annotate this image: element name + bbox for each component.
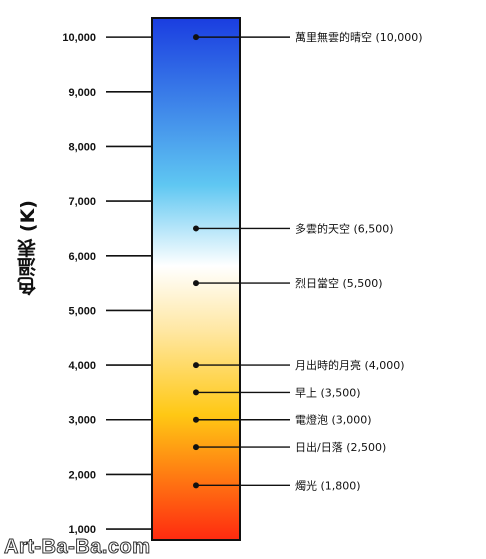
annotation-marker [193, 225, 199, 232]
tick-label: 5,000 [68, 305, 96, 317]
annotation-marker [193, 280, 199, 287]
annotation-marker [193, 482, 199, 489]
annotation-marker [193, 444, 199, 451]
tick-label: 1,000 [68, 524, 96, 536]
annotation-label: 日出/日落 (2,500) [295, 440, 386, 454]
annotation-label: 早上 (3,500) [295, 386, 361, 399]
annotation-label: 烈日當空 (5,500) [295, 276, 383, 290]
temperature-gradient-bar [151, 17, 241, 541]
tick-label: 3,000 [68, 415, 96, 427]
annotation-label: 萬里無雲的晴空 (10,000) [295, 30, 423, 44]
annotation-marker [193, 416, 199, 423]
annotation-marker [193, 34, 199, 41]
tick-label: 2,000 [68, 469, 96, 481]
axis-ticks: 10,000 9,000 8,000 7,000 6,000 5,000 4,000 3,00… [62, 32, 152, 536]
axis-title: 色溫表 (K) [17, 200, 39, 296]
tick-label: 10,000 [62, 32, 96, 44]
annotation-label: 月出時的月亮 (4,000) [295, 358, 405, 372]
annotation-label: 燭光 (1,800) [295, 478, 361, 492]
tick-label: 6,000 [68, 251, 96, 263]
annotation-marker [193, 389, 199, 396]
tick-label: 7,000 [68, 196, 96, 208]
annotation-label: 電燈泡 (3,000) [295, 413, 372, 427]
tick-label: 9,000 [68, 87, 96, 99]
annotation-label: 多雲的天空 (6,500) [295, 221, 394, 235]
annotations: 萬里無雲的晴空 (10,000) 多雲的天空 (6,500) 烈日當空 (5,500… [193, 30, 423, 492]
tick-label: 4,000 [68, 360, 96, 372]
annotation-marker [193, 362, 199, 369]
watermark: Art-Ba-Ba.com [4, 536, 151, 559]
tick-label: 8,000 [68, 141, 96, 153]
